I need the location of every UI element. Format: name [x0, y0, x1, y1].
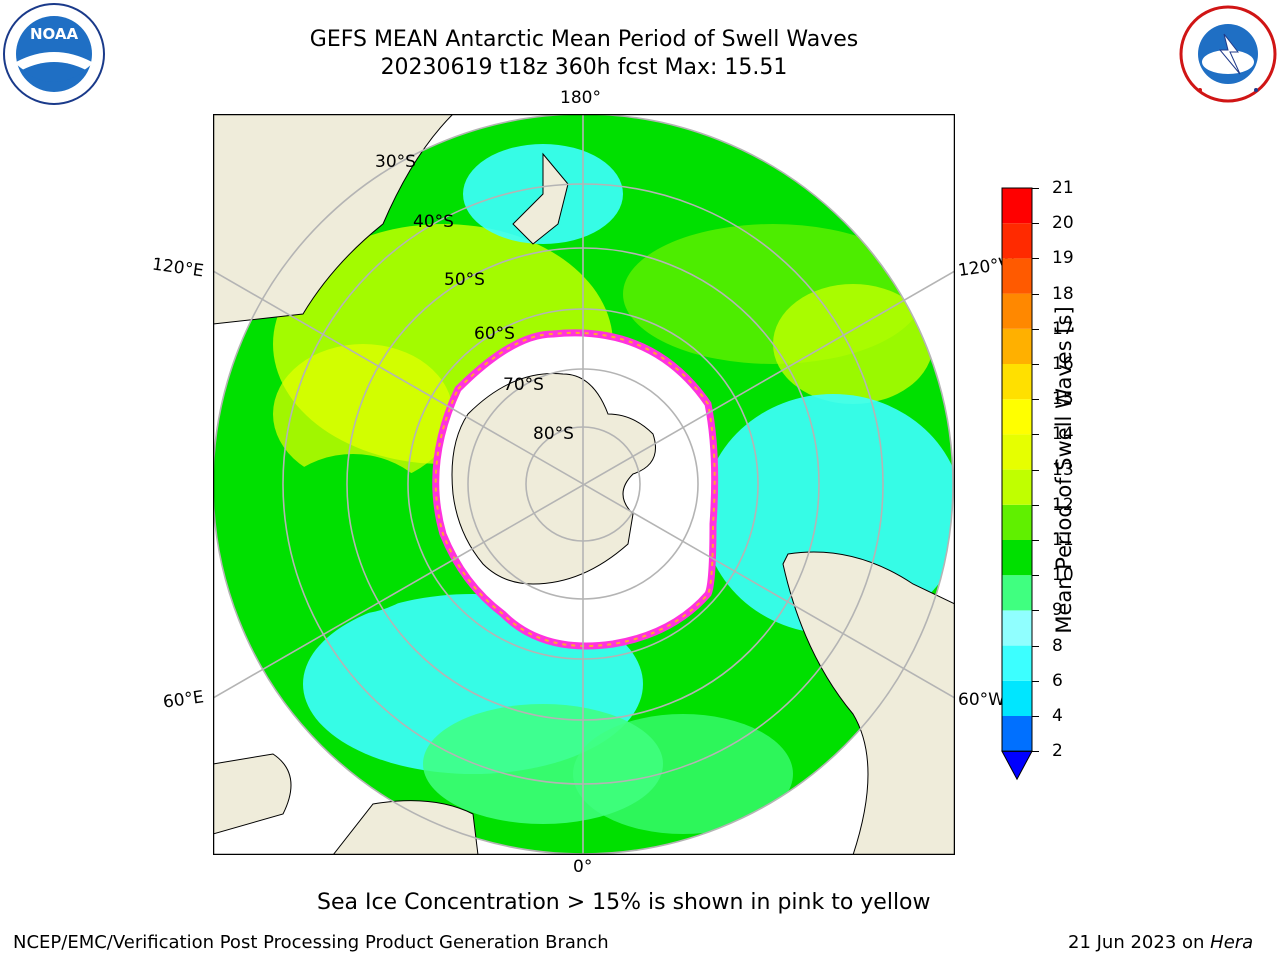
- nws-logo-icon: [1178, 4, 1278, 104]
- lat-label-40s: 40°S: [413, 212, 454, 232]
- colorbar-tick-label: 10: [1052, 565, 1074, 586]
- svg-text:NOAA: NOAA: [30, 25, 79, 43]
- colorbar-segment: [1002, 540, 1032, 576]
- colorbar-segment: [1002, 293, 1032, 329]
- colorbar-tick-label: 4: [1052, 706, 1063, 726]
- colorbar-tick-mark: [1032, 751, 1039, 753]
- colorbar-segment: [1002, 716, 1032, 752]
- colorbar-tick-mark: [1032, 188, 1039, 189]
- colorbar-tick-label: 2: [1052, 741, 1063, 762]
- credit-text: NCEP/EMC/Verification Post Processing Pr…: [13, 932, 609, 953]
- colorbar-tick-label: 17: [1052, 318, 1074, 339]
- colorbar-tick-label: 20: [1052, 213, 1074, 234]
- lat-label-50s: 50°S: [444, 270, 485, 290]
- colorbar-segment: [1002, 504, 1032, 540]
- colorbar-segment: [1002, 399, 1032, 435]
- colorbar-tick-label: 19: [1052, 248, 1074, 269]
- colorbar-segment: [1002, 575, 1032, 611]
- colorbar-segment: [1002, 328, 1032, 364]
- colorbar-tick-mark: [1032, 540, 1039, 541]
- lat-label-60s: 60°S: [474, 324, 515, 344]
- colorbar-tick-mark: [1032, 328, 1039, 330]
- colorbar-segment: [1002, 364, 1032, 400]
- colorbar-tick-mark: [1032, 434, 1039, 436]
- host-name: Hera: [1210, 932, 1254, 953]
- colorbar-tick-mark: [1032, 504, 1039, 506]
- colorbar-extend-arrow: [1001, 750, 1033, 781]
- issue-date-text: 21 Jun 2023 on: [1068, 932, 1211, 953]
- sea-ice-note: Sea Ice Concentration > 15% is shown in …: [317, 890, 931, 915]
- colorbar: [1001, 187, 1033, 792]
- colorbar-tick-label: 21: [1052, 178, 1074, 198]
- colorbar-segment: [1002, 434, 1032, 470]
- colorbar-tick-mark: [1032, 399, 1039, 401]
- colorbar-tick-mark: [1032, 469, 1039, 471]
- colorbar-segment: [1002, 188, 1032, 224]
- colorbar-segment: [1002, 469, 1032, 505]
- lon-label-0: 0°: [573, 857, 593, 877]
- colorbar-tick-label: 13: [1052, 459, 1074, 480]
- lon-label-180: 180°: [560, 88, 601, 108]
- noaa-logo-icon: NOAA: [2, 2, 106, 106]
- chart-title: GEFS MEAN Antarctic Mean Period of Swell…: [309, 27, 859, 52]
- colorbar-tick-label: 6: [1052, 670, 1063, 691]
- antarctic-map: [212, 113, 956, 856]
- lat-label-80s: 80°S: [533, 424, 574, 444]
- colorbar-tick-mark: [1032, 575, 1039, 577]
- colorbar-segment: [1002, 680, 1032, 716]
- colorbar-tick-label: 16: [1052, 354, 1074, 374]
- lon-label-60w: 60°W: [958, 690, 1005, 710]
- colorbar-tick-mark: [1032, 645, 1039, 647]
- chart-subtitle: 20230619 t18z 360h fcst Max: 15.51: [380, 55, 788, 80]
- colorbar-segment: [1002, 258, 1032, 294]
- colorbar-segment: [1002, 645, 1032, 681]
- lon-label-120e: 120°E: [150, 254, 205, 282]
- colorbar-tick-label: 18: [1052, 283, 1074, 304]
- colorbar-tick-label: 8: [1052, 635, 1063, 656]
- lat-label-30s: 30°S: [375, 152, 416, 172]
- colorbar-tick-mark: [1032, 364, 1039, 365]
- colorbar-tick-mark: [1032, 293, 1039, 295]
- colorbar-segment: [1002, 223, 1032, 259]
- colorbar-tick-mark: [1032, 223, 1039, 225]
- colorbar-tick-label: 9: [1052, 600, 1063, 621]
- colorbar-label: Mean Period of Swell Waves [s]: [1052, 306, 1076, 634]
- lat-label-70s: 70°S: [503, 375, 544, 395]
- colorbar-tick-mark: [1032, 610, 1039, 612]
- colorbar-segment: [1002, 610, 1032, 646]
- colorbar-tick-label: 11: [1052, 530, 1074, 550]
- graticule: [212, 113, 956, 855]
- lon-label-60e: 60°E: [161, 687, 206, 713]
- colorbar-tick-mark: [1032, 716, 1039, 717]
- colorbar-tick-mark: [1032, 680, 1039, 682]
- issue-date: 21 Jun 2023 on Hera: [1068, 932, 1253, 953]
- colorbar-tick-label: 15: [1052, 389, 1074, 410]
- colorbar-tick-mark: [1032, 258, 1039, 260]
- colorbar-tick-label: 14: [1052, 424, 1074, 445]
- colorbar-tick-label: 12: [1052, 494, 1074, 515]
